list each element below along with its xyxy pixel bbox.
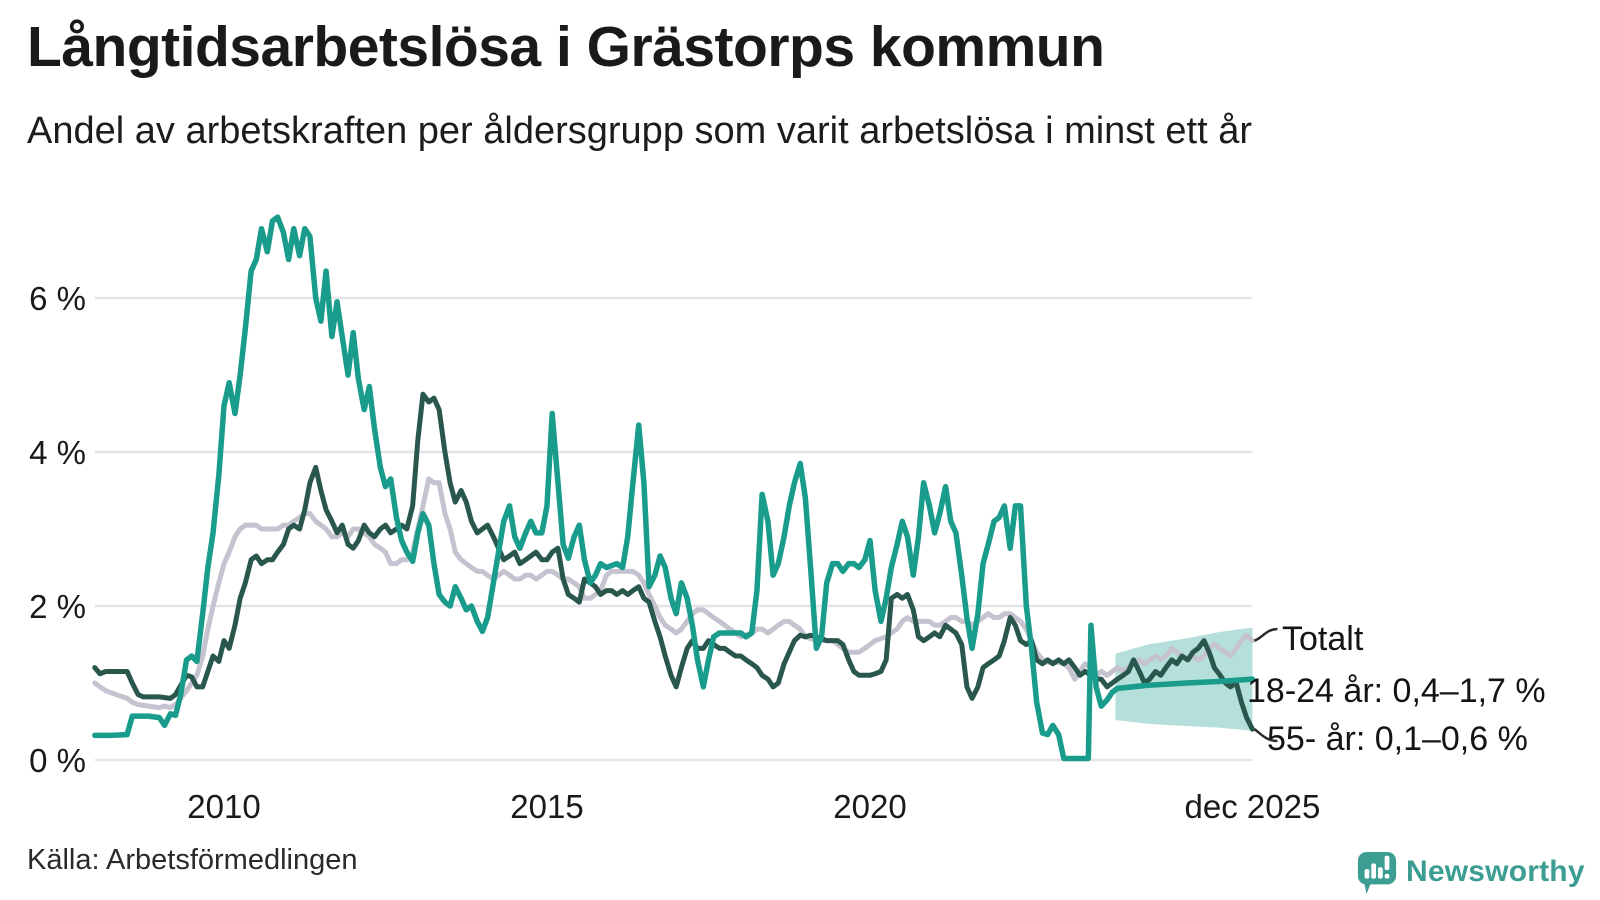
legend-connector-55 [1253, 728, 1278, 743]
forecast-band [1115, 627, 1253, 731]
y-tick-label: 0 % [29, 742, 86, 779]
legend-label-totalt: Totalt [1282, 620, 1364, 658]
y-tick-label: 4 % [29, 434, 86, 471]
legend-label-55: 55- år: 0,1–0,6 % [1267, 720, 1528, 758]
page-title: Långtidsarbetslösa i Grästorps kommun [27, 15, 1105, 79]
y-tick-label: 6 % [29, 280, 86, 317]
series-line-18-24-r [92, 214, 1256, 762]
x-tick-label: dec 2025 [1185, 788, 1321, 825]
newsworthy-brand: Newsworthy [1356, 848, 1585, 896]
series-line-55--r [92, 391, 1255, 732]
x-tick-label: 2010 [187, 788, 260, 825]
page-subtitle: Andel av arbetskraften per åldersgrupp s… [27, 110, 1253, 152]
x-tick-label: 2015 [510, 788, 583, 825]
series-line-totalt [92, 476, 1255, 711]
newsworthy-logo-icon [1357, 851, 1397, 894]
x-tick-label: 2020 [833, 788, 906, 825]
source-note: Källa: Arbetsförmedlingen [27, 844, 358, 876]
legend-label-18-24: 18-24 år: 0,4–1,7 % [1247, 672, 1546, 710]
y-tick-label: 2 % [29, 588, 86, 625]
newsworthy-wordmark: Newsworthy [1406, 855, 1585, 888]
legend-connector-totalt [1253, 627, 1278, 642]
